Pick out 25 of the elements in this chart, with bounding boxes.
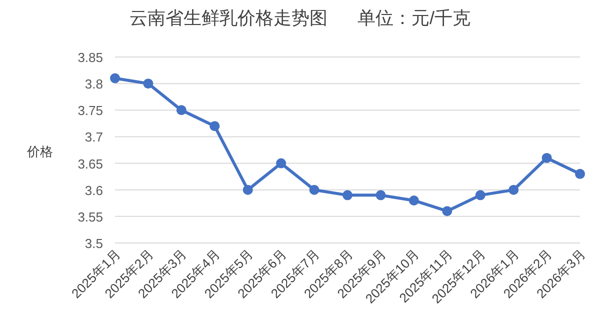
point xyxy=(176,105,186,116)
y-tick-label: 3.85 xyxy=(78,50,103,65)
point xyxy=(210,121,220,132)
y-tick-label: 3.7 xyxy=(84,130,103,145)
point xyxy=(376,190,386,200)
point xyxy=(508,184,519,195)
point xyxy=(475,190,486,200)
y-axis-title: 价格 xyxy=(26,144,53,159)
point xyxy=(442,206,452,216)
point xyxy=(110,73,120,84)
point xyxy=(242,184,253,195)
y-tick-label: 3.5 xyxy=(84,236,103,251)
y-tick-label: 3.55 xyxy=(78,209,103,224)
y-tick-label: 3.75 xyxy=(78,103,103,118)
y-tick-label: 3.65 xyxy=(78,156,103,172)
chart-title: 云南省生鲜乳价格走势图 单位：元/千克 xyxy=(129,8,471,28)
point xyxy=(575,168,585,179)
point xyxy=(542,152,552,163)
point xyxy=(276,158,286,168)
y-tick-label: 3.6 xyxy=(84,182,103,198)
point xyxy=(143,78,154,89)
y-tick-label: 3.8 xyxy=(84,76,103,92)
point xyxy=(342,190,352,200)
point xyxy=(309,184,320,195)
point xyxy=(408,195,419,206)
